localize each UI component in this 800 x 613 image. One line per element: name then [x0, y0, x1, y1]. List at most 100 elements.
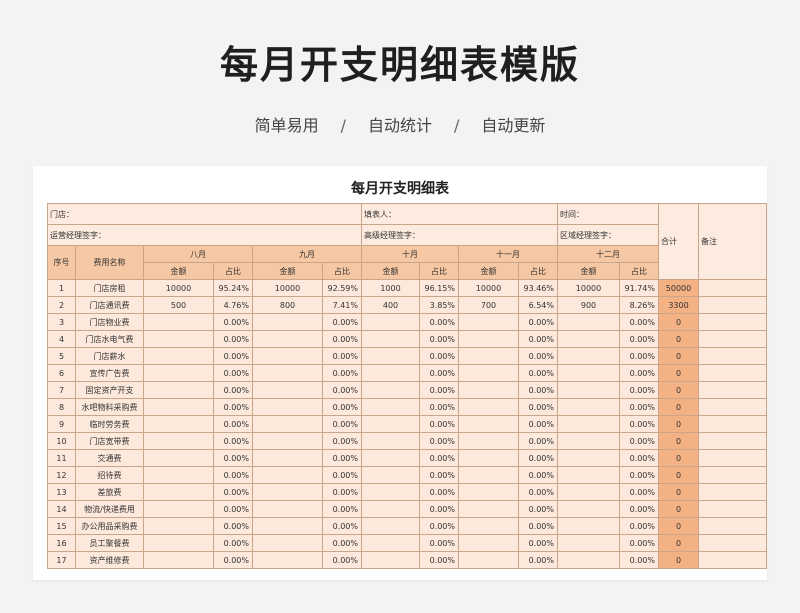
item-name-cell[interactable]: 资产维修费: [75, 551, 144, 569]
amount-cell[interactable]: [557, 483, 620, 501]
amount-cell[interactable]: [557, 466, 620, 484]
amount-cell[interactable]: [143, 517, 214, 535]
amount-cell[interactable]: 700: [458, 296, 519, 314]
note-cell[interactable]: [698, 279, 767, 297]
amount-cell[interactable]: [557, 517, 620, 535]
amount-cell[interactable]: [361, 432, 420, 450]
note-cell[interactable]: [698, 364, 767, 382]
amount-cell[interactable]: [143, 534, 214, 552]
amount-cell[interactable]: 10000: [143, 279, 214, 297]
amount-cell[interactable]: [458, 449, 519, 467]
note-cell[interactable]: [698, 551, 767, 569]
amount-cell[interactable]: 10000: [252, 279, 323, 297]
amount-cell[interactable]: [557, 381, 620, 399]
amount-cell[interactable]: [361, 364, 420, 382]
amount-cell[interactable]: [361, 551, 420, 569]
note-cell[interactable]: [698, 500, 767, 518]
amount-cell[interactable]: [252, 534, 323, 552]
amount-cell[interactable]: [143, 415, 214, 433]
note-cell[interactable]: [698, 398, 767, 416]
amount-cell[interactable]: [252, 347, 323, 365]
amount-cell[interactable]: [252, 330, 323, 348]
note-cell[interactable]: [698, 296, 767, 314]
note-cell[interactable]: [698, 381, 767, 399]
amount-cell[interactable]: 400: [361, 296, 420, 314]
amount-cell[interactable]: [458, 466, 519, 484]
note-cell[interactable]: [698, 517, 767, 535]
item-name-cell[interactable]: 水吧物料采购费: [75, 398, 144, 416]
ops-manager-sign-field[interactable]: 运营经理签字：: [47, 224, 362, 246]
amount-cell[interactable]: [252, 449, 323, 467]
item-name-cell[interactable]: 门店薪水: [75, 347, 144, 365]
amount-cell[interactable]: [361, 466, 420, 484]
amount-cell[interactable]: [143, 483, 214, 501]
amount-cell[interactable]: [361, 415, 420, 433]
amount-cell[interactable]: [458, 330, 519, 348]
amount-cell[interactable]: [458, 551, 519, 569]
item-name-cell[interactable]: 差旅费: [75, 483, 144, 501]
amount-cell[interactable]: 10000: [557, 279, 620, 297]
senior-manager-sign-field[interactable]: 高级经理签字：: [361, 224, 558, 246]
amount-cell[interactable]: [252, 483, 323, 501]
amount-cell[interactable]: 500: [143, 296, 214, 314]
item-name-cell[interactable]: 门店通讯费: [75, 296, 144, 314]
note-cell[interactable]: [698, 466, 767, 484]
amount-cell[interactable]: [557, 398, 620, 416]
item-name-cell[interactable]: 员工聚餐费: [75, 534, 144, 552]
item-name-cell[interactable]: 门店房租: [75, 279, 144, 297]
amount-cell[interactable]: [252, 364, 323, 382]
amount-cell[interactable]: [252, 432, 323, 450]
amount-cell[interactable]: [458, 415, 519, 433]
amount-cell[interactable]: [252, 313, 323, 331]
amount-cell[interactable]: [143, 551, 214, 569]
amount-cell[interactable]: [143, 432, 214, 450]
item-name-cell[interactable]: 办公用品采购费: [75, 517, 144, 535]
note-cell[interactable]: [698, 534, 767, 552]
amount-cell[interactable]: [557, 415, 620, 433]
note-cell[interactable]: [698, 449, 767, 467]
amount-cell[interactable]: [557, 313, 620, 331]
item-name-cell[interactable]: 招待费: [75, 466, 144, 484]
amount-cell[interactable]: [361, 483, 420, 501]
amount-cell[interactable]: [143, 500, 214, 518]
item-name-cell[interactable]: 宣传广告费: [75, 364, 144, 382]
amount-cell[interactable]: [252, 381, 323, 399]
amount-cell[interactable]: [557, 551, 620, 569]
amount-cell[interactable]: [143, 466, 214, 484]
amount-cell[interactable]: [458, 381, 519, 399]
item-name-cell[interactable]: 交通费: [75, 449, 144, 467]
note-cell[interactable]: [698, 347, 767, 365]
amount-cell[interactable]: [458, 364, 519, 382]
amount-cell[interactable]: [361, 517, 420, 535]
amount-cell[interactable]: [557, 347, 620, 365]
amount-cell[interactable]: [557, 330, 620, 348]
note-cell[interactable]: [698, 432, 767, 450]
item-name-cell[interactable]: 门店水电气费: [75, 330, 144, 348]
item-name-cell[interactable]: 门店物业费: [75, 313, 144, 331]
amount-cell[interactable]: [557, 364, 620, 382]
amount-cell[interactable]: [143, 313, 214, 331]
amount-cell[interactable]: [458, 313, 519, 331]
amount-cell[interactable]: [252, 517, 323, 535]
amount-cell[interactable]: [557, 534, 620, 552]
amount-cell[interactable]: [252, 500, 323, 518]
amount-cell[interactable]: [458, 534, 519, 552]
amount-cell[interactable]: [361, 381, 420, 399]
amount-cell[interactable]: [252, 415, 323, 433]
item-name-cell[interactable]: 门店宽带费: [75, 432, 144, 450]
amount-cell[interactable]: [143, 364, 214, 382]
note-cell[interactable]: [698, 415, 767, 433]
amount-cell[interactable]: [458, 500, 519, 518]
amount-cell[interactable]: [252, 551, 323, 569]
amount-cell[interactable]: [458, 483, 519, 501]
amount-cell[interactable]: [143, 398, 214, 416]
amount-cell[interactable]: 1000: [361, 279, 420, 297]
amount-cell[interactable]: [361, 500, 420, 518]
amount-cell[interactable]: [458, 347, 519, 365]
amount-cell[interactable]: [557, 432, 620, 450]
filler-field[interactable]: 填表人：: [361, 203, 558, 225]
item-name-cell[interactable]: 固定资产开支: [75, 381, 144, 399]
amount-cell[interactable]: [557, 500, 620, 518]
note-cell[interactable]: [698, 330, 767, 348]
amount-cell[interactable]: [458, 432, 519, 450]
